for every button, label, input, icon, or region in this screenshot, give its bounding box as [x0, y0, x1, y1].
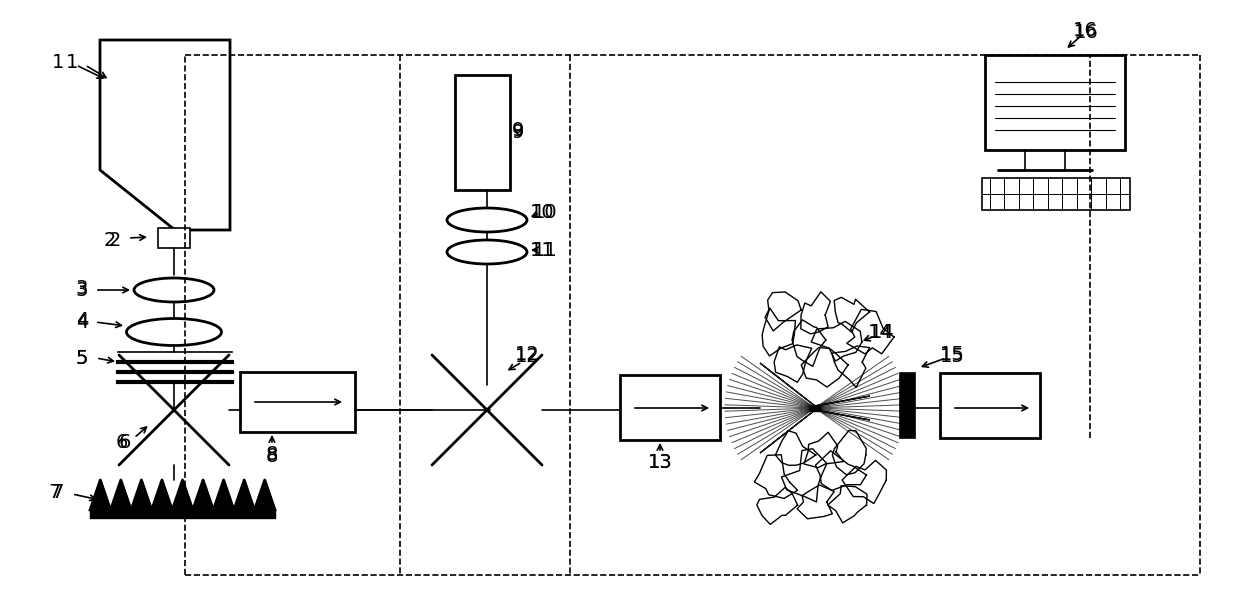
Text: 2: 2	[109, 231, 122, 249]
Ellipse shape	[126, 318, 222, 345]
Bar	[157, 228, 190, 248]
Text: 9: 9	[512, 121, 525, 140]
Text: 7: 7	[48, 483, 61, 501]
Bar	[900, 373, 915, 438]
Text: 15: 15	[940, 345, 965, 365]
Polygon shape	[810, 405, 820, 411]
Polygon shape	[100, 40, 229, 230]
Text: 7: 7	[52, 483, 64, 501]
Text: 11: 11	[529, 240, 554, 259]
Text: 12: 12	[515, 348, 539, 367]
Text: 1: 1	[66, 52, 78, 71]
Text: 8: 8	[265, 448, 278, 467]
Ellipse shape	[134, 278, 215, 302]
Text: 6: 6	[115, 432, 128, 451]
Ellipse shape	[446, 208, 527, 232]
Bar	[241, 372, 355, 432]
Text: 16: 16	[1073, 21, 1097, 40]
Text: 4: 4	[76, 312, 88, 331]
Text: 5: 5	[76, 348, 88, 367]
Text: 2: 2	[104, 231, 117, 249]
Text: 4: 4	[76, 312, 88, 331]
Polygon shape	[760, 410, 870, 453]
Bar	[985, 55, 1125, 150]
Text: 14: 14	[869, 323, 894, 342]
Text: 11: 11	[533, 240, 557, 259]
Bar	[620, 375, 720, 440]
Polygon shape	[760, 363, 870, 406]
Text: 15: 15	[940, 348, 965, 367]
Bar	[455, 75, 510, 190]
Text: 12: 12	[515, 345, 539, 365]
Text: 1: 1	[52, 52, 64, 71]
Text: 14: 14	[868, 323, 893, 342]
Text: 16: 16	[1074, 23, 1099, 41]
Text: 13: 13	[647, 453, 672, 472]
Text: 5: 5	[76, 348, 88, 367]
Bar	[982, 178, 1130, 210]
Text: 6: 6	[119, 434, 131, 453]
Text: 3: 3	[76, 279, 88, 298]
Text: 8: 8	[265, 445, 278, 464]
Text: 10: 10	[529, 203, 554, 221]
Ellipse shape	[446, 240, 527, 264]
Text: 10: 10	[533, 204, 557, 223]
Bar	[940, 373, 1040, 438]
Text: 3: 3	[76, 281, 88, 300]
Text: 13: 13	[647, 453, 672, 473]
Text: 9: 9	[512, 123, 525, 142]
